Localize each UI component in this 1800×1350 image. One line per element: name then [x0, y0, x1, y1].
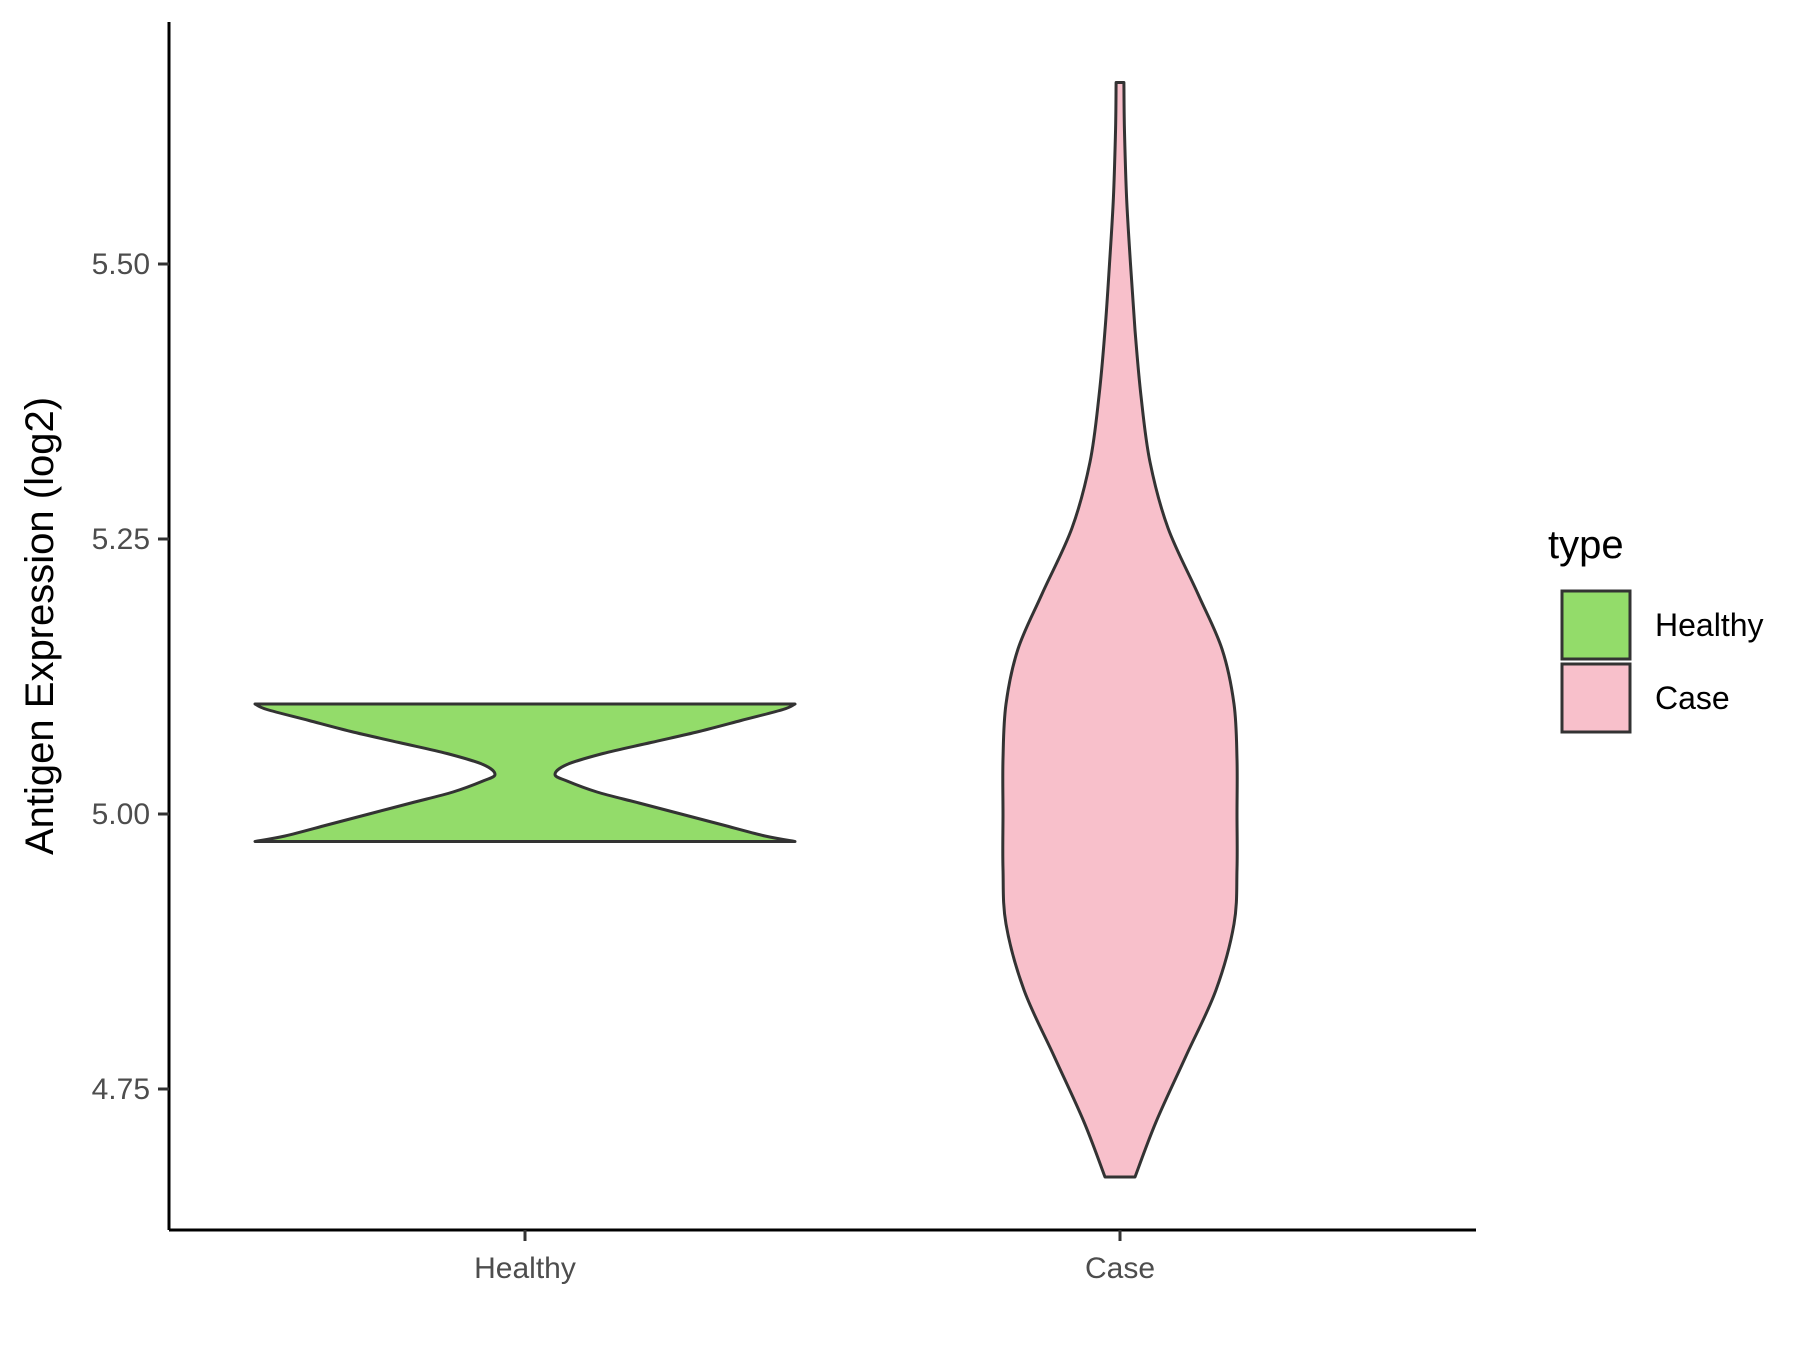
y-tick-label: 4.75	[92, 1073, 150, 1106]
legend-label-case: Case	[1655, 680, 1730, 716]
y-ticks: 4.75 5.00 5.25 5.50	[92, 248, 169, 1106]
x-tick-label: Healthy	[474, 1252, 576, 1285]
violin-case	[1001, 81, 1239, 1179]
x-ticks: Healthy Case	[474, 1230, 1155, 1285]
axes	[167, 22, 1476, 1232]
legend: type Healthy Case	[1548, 523, 1764, 734]
violin-layer	[253, 81, 1239, 1179]
x-tick-label: Case	[1085, 1252, 1155, 1285]
legend-title: type	[1548, 523, 1624, 567]
legend-label-healthy: Healthy	[1655, 607, 1764, 643]
legend-swatch-case	[1560, 662, 1632, 734]
y-tick-label: 5.25	[92, 523, 150, 556]
legend-swatch-healthy	[1560, 589, 1632, 661]
y-axis-title: Antigen Expression (log2)	[18, 397, 62, 855]
y-tick-label: 5.50	[92, 248, 150, 281]
y-tick-label: 5.00	[92, 798, 150, 831]
violin-healthy	[253, 702, 797, 843]
